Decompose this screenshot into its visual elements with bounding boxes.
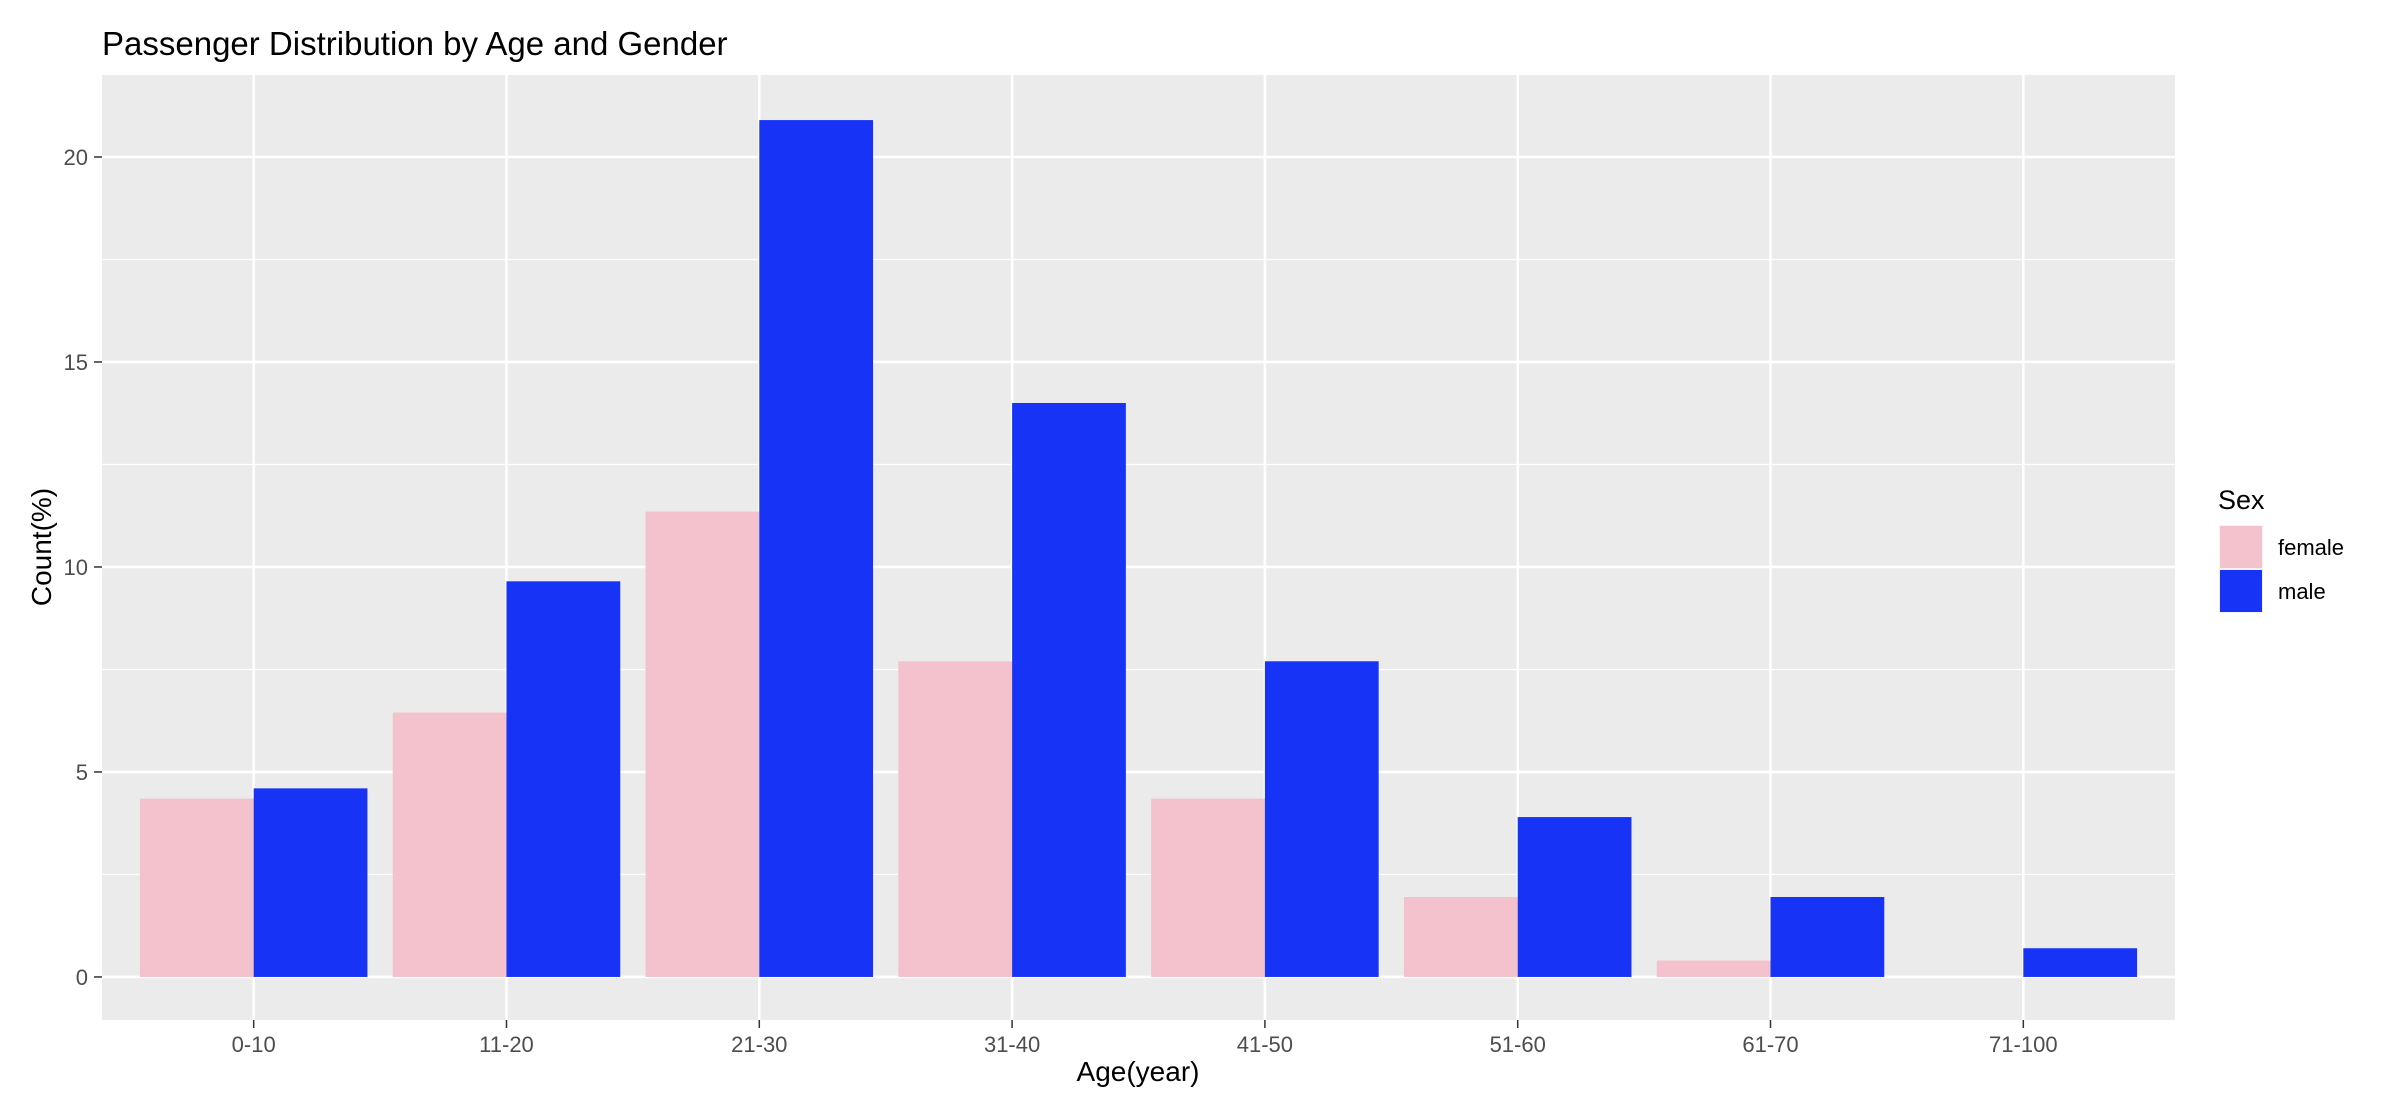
x-axis-title: Age(year) <box>1077 1056 1200 1087</box>
bar-female-21-30 <box>645 511 760 977</box>
y-tick-label: 15 <box>64 350 88 375</box>
y-axis-title: Count(%) <box>26 488 57 606</box>
legend-key-female <box>2220 526 2262 568</box>
x-tick-label: 51-60 <box>1490 1032 1546 1057</box>
bar-male-41-50 <box>1264 661 1379 977</box>
bar-male-11-20 <box>506 581 621 977</box>
bar-male-0-10 <box>253 788 368 977</box>
chart-title: Passenger Distribution by Age and Gender <box>102 25 728 62</box>
legend-key-male <box>2220 570 2262 612</box>
bar-female-0-10 <box>139 798 254 977</box>
bar-male-51-60 <box>1517 817 1632 977</box>
bar-female-51-60 <box>1403 897 1518 977</box>
bar-female-61-70 <box>1656 960 1771 977</box>
x-tick-label: 71-100 <box>1989 1032 2058 1057</box>
bar-male-71-100 <box>2023 948 2138 977</box>
bar-male-21-30 <box>759 120 874 977</box>
y-tick-label: 0 <box>76 965 88 990</box>
x-tick-label: 41-50 <box>1237 1032 1293 1057</box>
legend: Sex female male <box>2218 485 2344 613</box>
legend-title: Sex <box>2218 485 2265 515</box>
legend-label-female: female <box>2278 535 2344 560</box>
bar-female-31-40 <box>898 661 1013 977</box>
x-tick-label: 61-70 <box>1742 1032 1798 1057</box>
y-axis: 0 5 10 15 20 <box>64 145 102 990</box>
bars <box>139 120 2138 977</box>
y-tick-label: 10 <box>64 555 88 580</box>
y-tick-label: 5 <box>76 760 88 785</box>
legend-label-male: male <box>2278 579 2326 604</box>
bar-female-11-20 <box>392 712 507 977</box>
y-tick-label: 20 <box>64 145 88 170</box>
bar-male-31-40 <box>1012 402 1126 977</box>
x-tick-label: 11-20 <box>479 1032 534 1057</box>
bar-male-61-70 <box>1770 897 1885 977</box>
x-tick-label: 31-40 <box>984 1032 1040 1057</box>
x-tick-label: 0-10 <box>232 1032 276 1057</box>
x-axis: 0-10 11-20 21-30 31-40 41-50 51-60 61-70 71-100 <box>232 1020 2058 1057</box>
bar-female-41-50 <box>1151 798 1265 977</box>
x-tick-label: 21-30 <box>731 1032 787 1057</box>
